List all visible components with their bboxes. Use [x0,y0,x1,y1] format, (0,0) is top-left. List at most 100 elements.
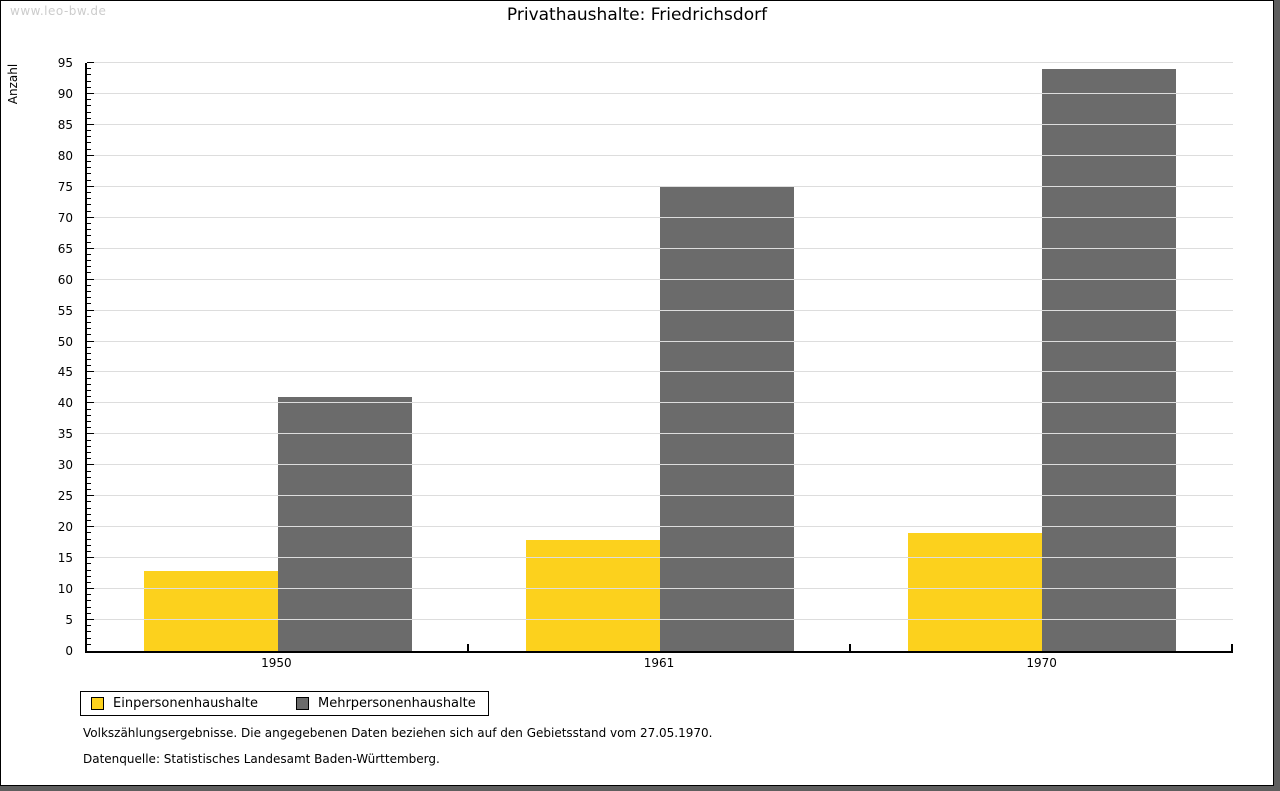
major-tick-y-25 [87,495,94,497]
y-tick-label-15: 15 [57,551,73,566]
minor-tick-y-82 [87,142,91,144]
bar-1950-mehrpersonenhaushalte [278,397,412,651]
minor-tick-y-79 [87,161,91,163]
minor-tick-y-9 [87,594,91,596]
minor-tick-y-18 [87,538,91,540]
minor-tick-y-93 [87,74,91,76]
minor-tick-y-74 [87,191,91,193]
major-tick-y-55 [87,309,94,311]
minor-tick-y-2 [87,637,91,639]
bar-1970-einpersonenhaushalte [908,533,1042,651]
major-tick-y-70 [87,216,94,218]
minor-tick-y-66 [87,241,91,243]
y-tick-label-65: 65 [57,241,73,256]
major-tick-y-30 [87,464,94,466]
minor-tick-y-94 [87,68,91,70]
minor-tick-y-92 [87,80,91,82]
y-tick-label-90: 90 [57,86,73,101]
major-tick-y-40 [87,402,94,404]
legend-swatch-gray [296,697,309,710]
y-tick-label-0: 0 [65,644,73,658]
minor-tick-y-76 [87,179,91,181]
footer-source: Datenquelle: Statistisches Landesamt Bad… [83,752,440,766]
minor-tick-y-41 [87,396,91,398]
minor-tick-y-22 [87,513,91,515]
y-axis-tick-labels: 0 5 10 15 20 25 30 35 40 45 50 55 60 65 70 75 80 85 90 95 [1,57,73,657]
minor-tick-y-7 [87,606,91,608]
minor-tick-y-27 [87,482,91,484]
minor-tick-y-89 [87,99,91,101]
minor-tick-y-16 [87,550,91,552]
minor-tick-y-37 [87,421,91,422]
minor-tick-y-31 [87,458,91,460]
minor-tick-y-8 [87,600,91,602]
major-tick-y-20 [87,526,94,528]
minor-tick-y-62 [87,266,91,268]
gridline-y-75 [87,185,1233,187]
legend-box: Einpersonenhaushalte Mehrpersonenhaushal… [80,691,489,716]
minor-tick-y-6 [87,612,91,614]
major-tick-y-45 [87,371,94,373]
y-tick-label-80: 80 [57,148,73,163]
y-tick-label-95: 95 [57,56,73,70]
major-tick-y-35 [87,433,94,435]
bar-group-1970 [851,63,1233,651]
y-tick-label-40: 40 [57,396,73,411]
minor-tick-y-36 [87,427,91,429]
gridline-y-10 [87,588,1233,590]
minor-tick-y-71 [87,210,91,212]
minor-tick-y-57 [87,297,91,299]
x-axis-tick-labels: 1950 1961 1970 [85,656,1233,670]
minor-tick-y-19 [87,532,91,534]
minor-tick-y-23 [87,507,91,509]
minor-tick-y-34 [87,439,91,441]
gridline-y-85 [87,123,1233,125]
major-tick-y-10 [87,588,94,590]
minor-tick-y-88 [87,105,91,107]
minor-tick-y-11 [87,581,91,583]
y-tick-label-55: 55 [57,303,73,318]
minor-tick-y-64 [87,253,91,255]
bar-1961-mehrpersonenhaushalte [660,186,794,651]
gridline-y-95 [87,62,1233,63]
minor-tick-y-43 [87,383,91,385]
major-tick-y-5 [87,619,94,621]
minor-tick-y-42 [87,390,91,392]
gridline-y-80 [87,154,1233,156]
minor-tick-y-1 [87,643,91,645]
minor-tick-y-69 [87,222,91,224]
minor-tick-y-4 [87,625,91,627]
y-tick-label-25: 25 [57,489,73,504]
minor-tick-y-56 [87,303,91,305]
gridline-y-25 [87,495,1233,497]
major-tick-y-80 [87,154,94,156]
minor-tick-y-44 [87,377,91,379]
legend-item-mehrpersonenhaushalte: Mehrpersonenhaushalte [296,696,476,711]
minor-tick-y-52 [87,328,91,330]
minor-tick-y-53 [87,321,91,323]
gridline-y-50 [87,340,1233,342]
x-tick-label-1950: 1950 [261,656,292,670]
y-tick-label-20: 20 [57,520,73,535]
y-tick-label-70: 70 [57,210,73,225]
major-tick-y-65 [87,247,94,249]
major-tick-y-75 [87,185,94,187]
minor-tick-y-47 [87,359,91,361]
gridline-y-70 [87,216,1233,218]
footer-note: Volkszählungsergebnisse. Die angegebenen… [83,726,713,740]
major-tick-y-95 [87,62,94,63]
y-tick-label-45: 45 [57,365,73,380]
minor-tick-y-86 [87,117,91,119]
major-tick-y-15 [87,557,94,559]
legend-item-einpersonenhaushalte: Einpersonenhaushalte [91,696,258,711]
y-tick-label-10: 10 [57,582,73,597]
bar-group-1950 [87,63,469,651]
x-boundary-tick-2 [848,644,851,651]
minor-tick-y-81 [87,148,91,150]
minor-tick-y-83 [87,136,91,138]
minor-tick-y-78 [87,167,91,169]
minor-tick-y-14 [87,563,91,565]
y-tick-label-5: 5 [65,613,73,628]
minor-tick-y-49 [87,346,91,348]
